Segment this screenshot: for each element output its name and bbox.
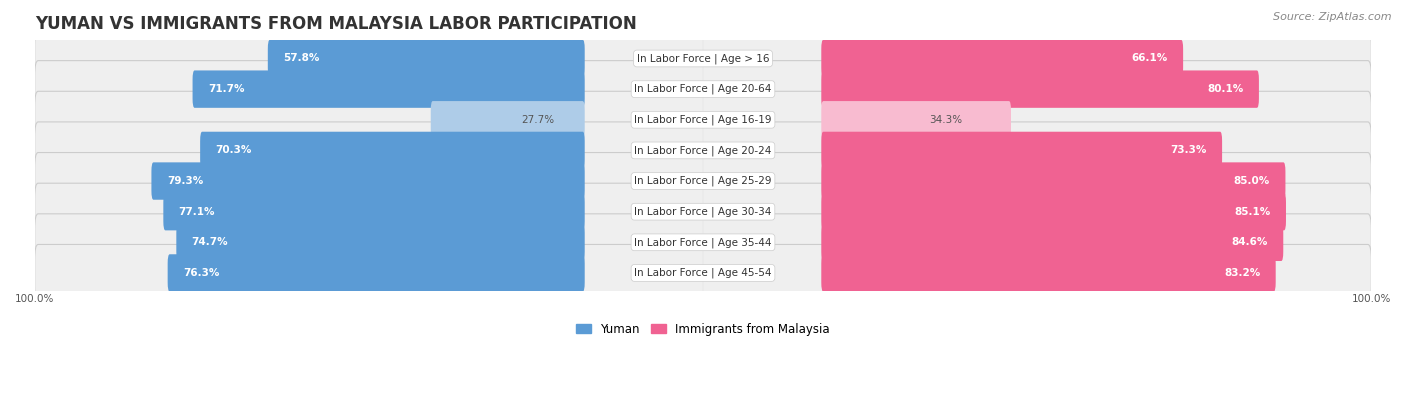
FancyBboxPatch shape: [35, 152, 1371, 209]
FancyBboxPatch shape: [35, 30, 1371, 87]
Text: 79.3%: 79.3%: [167, 176, 202, 186]
FancyBboxPatch shape: [193, 70, 585, 108]
Text: 71.7%: 71.7%: [208, 84, 245, 94]
Text: 73.3%: 73.3%: [1170, 145, 1206, 155]
FancyBboxPatch shape: [35, 214, 1371, 271]
FancyBboxPatch shape: [35, 91, 1371, 148]
FancyBboxPatch shape: [267, 40, 585, 77]
FancyBboxPatch shape: [176, 224, 585, 261]
Text: In Labor Force | Age 20-24: In Labor Force | Age 20-24: [634, 145, 772, 156]
FancyBboxPatch shape: [35, 61, 1371, 118]
Text: 27.7%: 27.7%: [522, 115, 554, 125]
FancyBboxPatch shape: [821, 132, 1222, 169]
FancyBboxPatch shape: [821, 70, 1258, 108]
Text: 57.8%: 57.8%: [283, 53, 319, 64]
FancyBboxPatch shape: [35, 183, 1371, 240]
Text: In Labor Force | Age > 16: In Labor Force | Age > 16: [637, 53, 769, 64]
Text: 77.1%: 77.1%: [179, 207, 215, 217]
FancyBboxPatch shape: [163, 193, 585, 230]
Text: Source: ZipAtlas.com: Source: ZipAtlas.com: [1274, 12, 1392, 22]
FancyBboxPatch shape: [821, 101, 1011, 139]
Text: In Labor Force | Age 45-54: In Labor Force | Age 45-54: [634, 268, 772, 278]
FancyBboxPatch shape: [821, 224, 1284, 261]
Text: 76.3%: 76.3%: [183, 268, 219, 278]
Text: In Labor Force | Age 16-19: In Labor Force | Age 16-19: [634, 115, 772, 125]
Text: 84.6%: 84.6%: [1232, 237, 1268, 247]
FancyBboxPatch shape: [430, 101, 585, 139]
FancyBboxPatch shape: [821, 193, 1286, 230]
FancyBboxPatch shape: [35, 245, 1371, 301]
FancyBboxPatch shape: [821, 40, 1182, 77]
Text: 34.3%: 34.3%: [929, 115, 963, 125]
Text: 70.3%: 70.3%: [215, 145, 252, 155]
Text: YUMAN VS IMMIGRANTS FROM MALAYSIA LABOR PARTICIPATION: YUMAN VS IMMIGRANTS FROM MALAYSIA LABOR …: [35, 15, 637, 33]
Text: 85.1%: 85.1%: [1234, 207, 1271, 217]
Legend: Yuman, Immigrants from Malaysia: Yuman, Immigrants from Malaysia: [572, 318, 834, 341]
FancyBboxPatch shape: [200, 132, 585, 169]
Text: In Labor Force | Age 20-64: In Labor Force | Age 20-64: [634, 84, 772, 94]
Text: 83.2%: 83.2%: [1225, 268, 1260, 278]
Text: 85.0%: 85.0%: [1234, 176, 1270, 186]
Text: 66.1%: 66.1%: [1132, 53, 1168, 64]
Text: In Labor Force | Age 35-44: In Labor Force | Age 35-44: [634, 237, 772, 248]
FancyBboxPatch shape: [167, 254, 585, 292]
Text: 80.1%: 80.1%: [1208, 84, 1243, 94]
Text: 74.7%: 74.7%: [191, 237, 228, 247]
Text: In Labor Force | Age 25-29: In Labor Force | Age 25-29: [634, 176, 772, 186]
FancyBboxPatch shape: [152, 162, 585, 200]
FancyBboxPatch shape: [821, 254, 1275, 292]
FancyBboxPatch shape: [821, 162, 1285, 200]
FancyBboxPatch shape: [35, 122, 1371, 179]
Text: In Labor Force | Age 30-34: In Labor Force | Age 30-34: [634, 207, 772, 217]
